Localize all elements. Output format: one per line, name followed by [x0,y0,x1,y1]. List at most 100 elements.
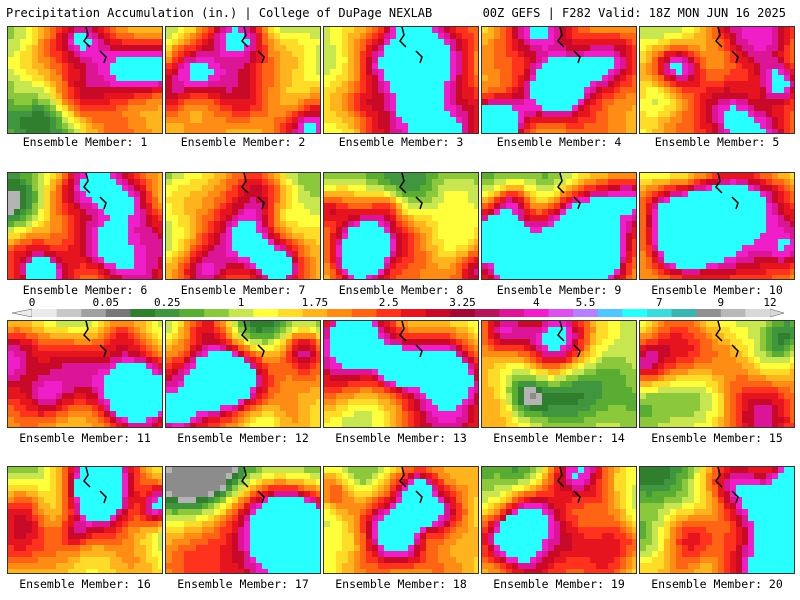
ensemble-member-map [7,26,163,134]
ensemble-member-map [165,466,321,574]
legend-color-swatch [548,309,574,317]
legend-color-swatch [696,309,722,317]
precip-field [640,27,794,133]
legend-tick-label: 2.5 [379,296,399,309]
ensemble-member-label: Ensemble Member: 15 [651,431,783,445]
legend-tick-label: 1.75 [302,296,329,309]
legend-color-swatch [204,309,230,317]
precip-field [324,27,478,133]
legend-color-swatch [228,309,254,317]
ensemble-member-map [639,172,795,280]
legend-color-swatch [351,309,377,317]
ensemble-member-label: Ensemble Member: 12 [177,431,309,445]
legend-color-swatch [474,309,500,317]
coastline-outline [715,467,739,504]
legend-color-swatch [720,309,746,317]
color-scale-bar: 0 0.05 0.25 1 1.75 2.5 3.25 4 5.5 7 9 12 [11,296,785,318]
legend-color-swatch [179,309,205,317]
ensemble-member-label: Ensemble Member: 8 [338,283,464,297]
precip-field [8,321,162,427]
ensemble-member-label: Ensemble Member: 9 [496,283,622,297]
color-scale-legend: 0 0.05 0.25 1 1.75 2.5 3.25 4 5.5 7 9 12 [0,296,800,322]
map-title: Precipitation Accumulation (in.) | Colle… [6,6,433,20]
ensemble-member-label: Ensemble Member: 5 [654,135,780,149]
legend-color-swatch [450,309,476,317]
legend-color-swatch [499,309,525,317]
ensemble-member-label: Ensemble Member: 13 [335,431,467,445]
coastline-outline [399,467,423,504]
ensemble-member-label: Ensemble Member: 2 [180,135,306,149]
ensemble-member-label: Ensemble Member: 3 [338,135,464,149]
coastline-outline [241,27,265,64]
legend-color-swatch [32,309,57,317]
coastline-outline [399,321,423,358]
coastline-outline [715,27,739,64]
legend-tick-label: 0 [29,296,36,309]
legend-color-swatch [622,309,648,317]
ensemble-member-label: Ensemble Member: 17 [177,577,309,591]
precip-field [166,321,320,427]
ensemble-member-map [7,320,163,428]
legend-color-swatch [278,309,303,317]
coastline-outline [557,321,581,358]
coastline-outline [83,173,107,210]
ensemble-member-map [165,172,321,280]
legend-color-swatch [401,309,426,317]
legend-tick-label: 9 [717,296,724,309]
legend-color-swatch [327,309,353,317]
ensemble-member-map [481,26,637,134]
ensemble-member-map [639,26,795,134]
legend-color-swatch [81,309,107,317]
ensemble-member-map [323,320,479,428]
precip-field [166,173,320,279]
legend-color-swatch [56,309,82,317]
coastline-outline [557,173,581,210]
precip-field [324,467,478,573]
precip-field [640,467,794,573]
legend-color-swatch [155,309,180,317]
coastline-outline [83,27,107,64]
legend-color-swatch [425,309,451,317]
precip-field [482,467,636,573]
ensemble-member-map [165,320,321,428]
coastline-outline [83,467,107,504]
ensemble-member-label: Ensemble Member: 10 [651,283,783,297]
ensemble-member-map [323,466,479,574]
ensemble-member-map [481,466,637,574]
legend-tick-label: 5.5 [576,296,596,309]
ensemble-member-label: Ensemble Member: 20 [651,577,783,591]
ensemble-member-label: Ensemble Member: 7 [180,283,306,297]
precip-field [8,467,162,573]
legend-color-swatch [573,309,599,317]
legend-tick-label: 1 [238,296,245,309]
run-valid-time: 00Z GEFS | F282 Valid: 18Z MON JUN 16 20… [482,6,786,20]
ensemble-member-label: Ensemble Member: 1 [22,135,148,149]
ensemble-member-label: Ensemble Member: 14 [493,431,625,445]
legend-tick-label: 3.25 [449,296,476,309]
legend-tick-label: 4 [533,296,540,309]
precip-field [166,467,320,573]
ensemble-member-map [481,320,637,428]
coastline-outline [715,173,739,210]
ensemble-member-label: Ensemble Member: 19 [493,577,625,591]
legend-color-swatch [745,309,771,317]
precip-field [482,321,636,427]
precip-field [640,173,794,279]
ensemble-member-map [7,172,163,280]
coastline-outline [241,321,265,358]
legend-high-arrow [769,308,785,318]
precip-field [166,27,320,133]
ensemble-member-label: Ensemble Member: 6 [22,283,148,297]
coastline-outline [557,467,581,504]
legend-tick-label: 0.05 [93,296,120,309]
precip-field [8,27,162,133]
ensemble-member-map [639,466,795,574]
ensemble-member-map [323,172,479,280]
ensemble-member-map [323,26,479,134]
ensemble-member-map [165,26,321,134]
coastline-outline [557,27,581,64]
legend-tick-label: 7 [656,296,663,309]
legend-color-swatch [130,309,156,317]
ensemble-member-label: Ensemble Member: 11 [19,431,151,445]
coastline-outline [241,173,265,210]
